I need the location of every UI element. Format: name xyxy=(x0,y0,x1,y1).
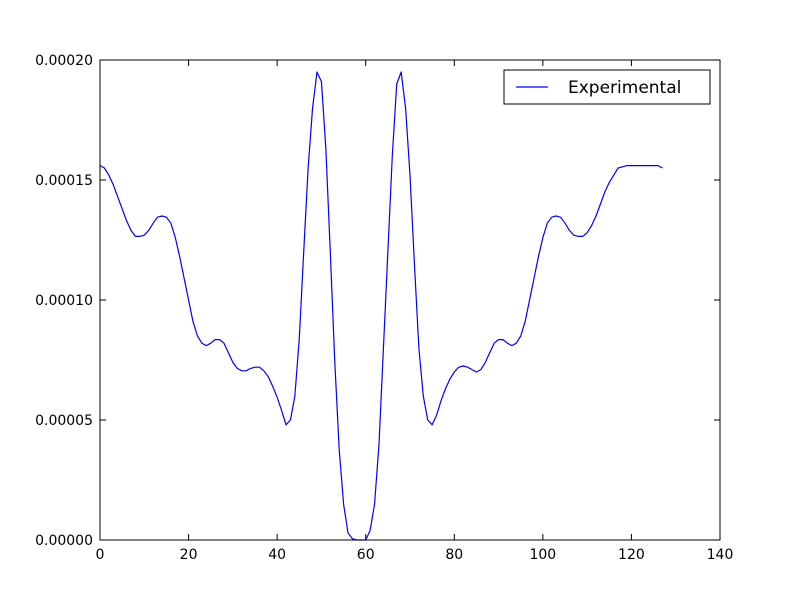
y-tick-label: 0.00005 xyxy=(35,413,93,429)
x-tick-label: 140 xyxy=(707,547,734,563)
series-line-0 xyxy=(99,71,663,541)
plot-area xyxy=(100,60,720,540)
x-tick-label: 80 xyxy=(445,547,463,563)
x-tick-label: 120 xyxy=(618,547,645,563)
y-tick-label: 0.00000 xyxy=(35,533,93,549)
y-tick-label: 0.00020 xyxy=(35,53,93,69)
ticks-layer: 0 20 40 60 80 100 120 140 0.00000 0.00005 0.00010 0… xyxy=(35,53,733,563)
legend: Experimental xyxy=(503,69,711,105)
x-tick-label: 100 xyxy=(529,547,556,563)
x-tick-label: 40 xyxy=(268,547,286,563)
x-tick-label: 20 xyxy=(180,547,198,563)
x-tick-label: 0 xyxy=(96,547,105,563)
y-tick-label: 0.00015 xyxy=(35,173,93,189)
y-tick-label: 0.00010 xyxy=(35,293,93,309)
legend-series-label: Experimental xyxy=(568,78,681,98)
x-tick-label: 60 xyxy=(357,547,375,563)
series-layer xyxy=(99,71,663,541)
